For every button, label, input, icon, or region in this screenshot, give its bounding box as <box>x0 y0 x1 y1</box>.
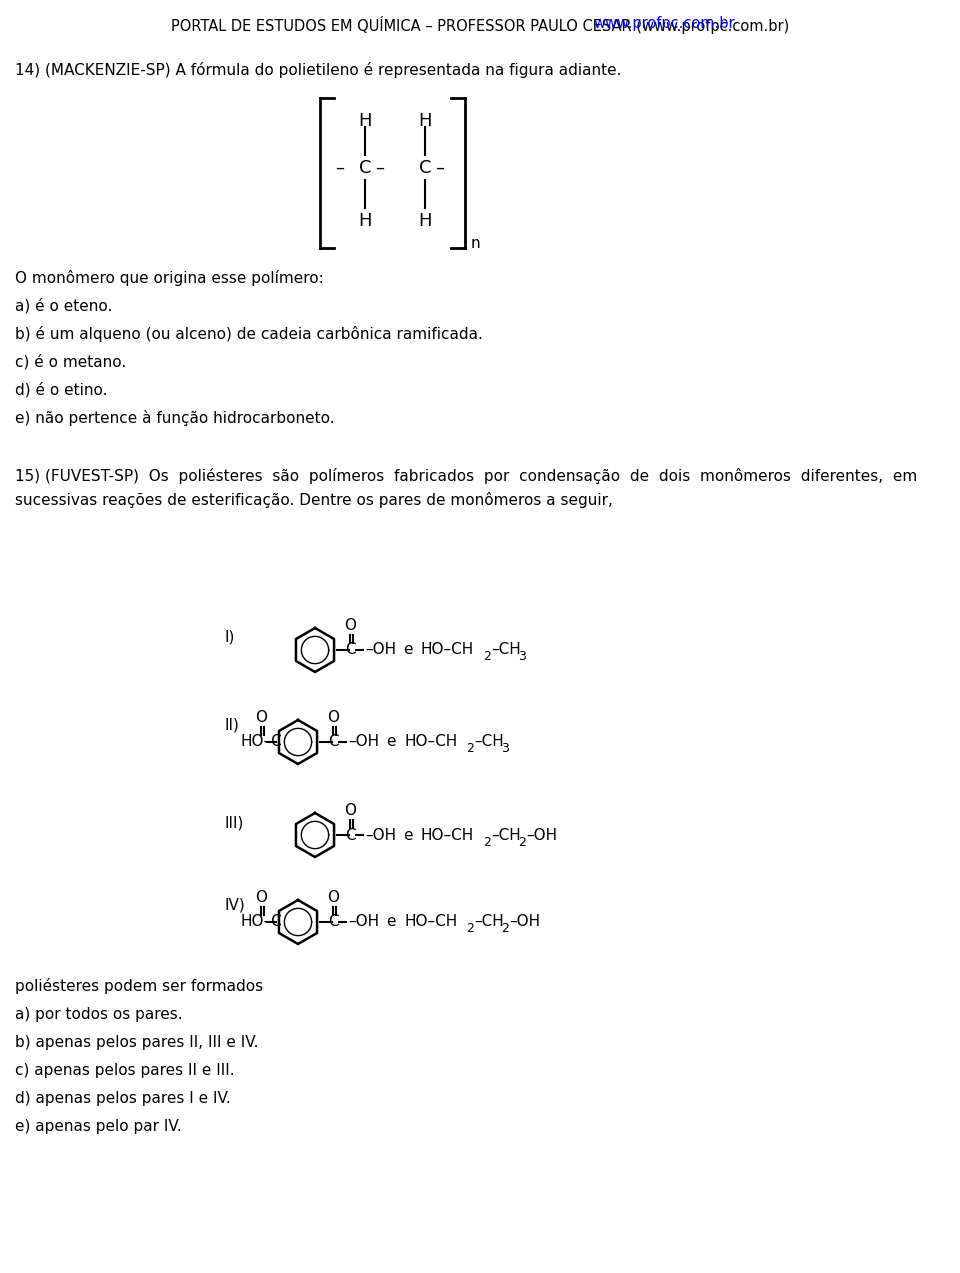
Text: –OH: –OH <box>509 914 540 929</box>
Text: C: C <box>359 159 372 177</box>
Text: e) não pertence à função hidrocarboneto.: e) não pertence à função hidrocarboneto. <box>15 410 335 426</box>
Text: H: H <box>358 213 372 230</box>
Text: 2: 2 <box>518 835 526 849</box>
Text: –CH: –CH <box>491 827 520 843</box>
Text: I): I) <box>224 630 234 645</box>
Text: 2: 2 <box>466 923 474 936</box>
Text: HO–C: HO–C <box>240 735 281 750</box>
Text: d) apenas pelos pares I e IV.: d) apenas pelos pares I e IV. <box>15 1091 230 1106</box>
Text: e: e <box>386 914 396 929</box>
Text: –OH: –OH <box>348 914 379 929</box>
Text: PORTAL DE ESTUDOS EM QUÍMICA – PROFESSOR PAULO CESAR (www.profpc.com.br): PORTAL DE ESTUDOS EM QUÍMICA – PROFESSOR… <box>171 17 789 34</box>
Text: C: C <box>419 159 431 177</box>
Text: e: e <box>403 827 413 843</box>
Text: O monômero que origina esse polímero:: O monômero que origina esse polímero: <box>15 270 324 286</box>
Text: HO–C: HO–C <box>240 914 281 929</box>
Text: c) apenas pelos pares II e III.: c) apenas pelos pares II e III. <box>15 1063 234 1078</box>
Text: C: C <box>327 914 338 929</box>
Text: a) é o eteno.: a) é o eteno. <box>15 298 112 313</box>
Text: 15) (FUVEST-SP)  Os  poliésteres  são  polímeros  fabricados  por  condensação  : 15) (FUVEST-SP) Os poliésteres são polím… <box>15 468 917 484</box>
Text: C: C <box>327 735 338 750</box>
Text: n: n <box>471 236 481 251</box>
Text: –OH: –OH <box>365 643 396 657</box>
Text: 14) (MACKENZIE-SP) A fórmula do polietileno é representada na figura adiante.: 14) (MACKENZIE-SP) A fórmula do polietil… <box>15 62 621 78</box>
Text: d) é o etino.: d) é o etino. <box>15 382 108 397</box>
Text: –: – <box>435 159 444 177</box>
Text: O: O <box>255 890 267 905</box>
Text: O: O <box>327 890 339 905</box>
Text: C: C <box>345 827 355 843</box>
Text: C: C <box>345 643 355 657</box>
Text: H: H <box>419 112 432 130</box>
Text: O: O <box>344 617 356 633</box>
Text: –: – <box>335 159 344 177</box>
Text: 2: 2 <box>483 835 491 849</box>
Text: II): II) <box>224 718 239 733</box>
Text: H: H <box>419 213 432 230</box>
Text: O: O <box>327 710 339 726</box>
Text: 2: 2 <box>483 651 491 663</box>
Text: –: – <box>375 159 384 177</box>
Text: HO–CH: HO–CH <box>421 827 474 843</box>
Text: b) apenas pelos pares II, III e IV.: b) apenas pelos pares II, III e IV. <box>15 1035 258 1050</box>
Text: O: O <box>255 710 267 726</box>
Text: HO–CH: HO–CH <box>404 735 457 750</box>
Text: PORTAL DE ESTUDOS EM QUÍMICA – PROFESSOR PAULO CESAR (www.profpc.com.br): PORTAL DE ESTUDOS EM QUÍMICA – PROFESSOR… <box>171 17 789 34</box>
Text: O: O <box>344 803 356 819</box>
Text: 2: 2 <box>466 742 474 755</box>
Text: –OH: –OH <box>348 735 379 750</box>
Text: c) é o metano.: c) é o metano. <box>15 354 127 369</box>
Text: III): III) <box>224 815 244 830</box>
Text: HO–CH: HO–CH <box>421 643 474 657</box>
Text: H: H <box>358 112 372 130</box>
Text: e) apenas pelo par IV.: e) apenas pelo par IV. <box>15 1119 181 1134</box>
Text: 3: 3 <box>518 651 526 663</box>
Text: IV): IV) <box>224 897 245 913</box>
Text: poliésteres podem ser formados: poliésteres podem ser formados <box>15 978 263 994</box>
Text: b) é um alqueno (ou alceno) de cadeia carbônica ramificada.: b) é um alqueno (ou alceno) de cadeia ca… <box>15 326 483 342</box>
Text: e: e <box>403 643 413 657</box>
Text: –CH: –CH <box>474 735 504 750</box>
Text: –CH: –CH <box>474 914 504 929</box>
Text: –CH: –CH <box>491 643 520 657</box>
Text: 3: 3 <box>501 742 509 755</box>
Text: –OH: –OH <box>526 827 557 843</box>
Text: a) por todos os pares.: a) por todos os pares. <box>15 1007 182 1022</box>
Text: 2: 2 <box>501 923 509 936</box>
Text: HO–CH: HO–CH <box>404 914 457 929</box>
Text: sucessivas reações de esterificação. Dentre os pares de monômeros a seguir,: sucessivas reações de esterificação. Den… <box>15 491 612 508</box>
Text: e: e <box>386 735 396 750</box>
Text: www.profpc.com.br: www.profpc.com.br <box>593 17 735 31</box>
Text: –OH: –OH <box>365 827 396 843</box>
